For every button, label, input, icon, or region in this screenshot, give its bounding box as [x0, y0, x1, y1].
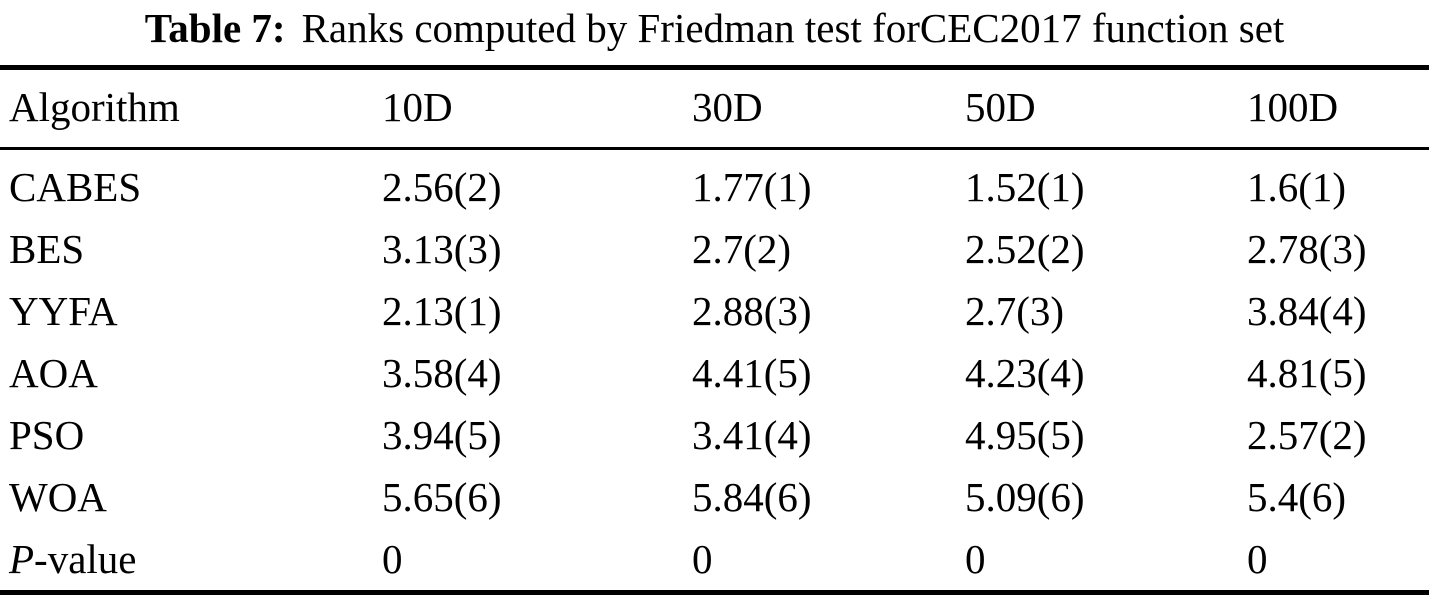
algorithm-cell: PSO — [9, 412, 85, 459]
table-caption-text: Ranks computed by Friedman test forCEC20… — [301, 5, 1285, 51]
rank-cell: 3.94(5) — [382, 412, 502, 459]
rank-cell: 1.6(1) — [1247, 164, 1347, 211]
rank-cell: 2.7(3) — [965, 288, 1065, 335]
rank-cell: 3.41(4) — [692, 412, 812, 459]
rank-cell: 4.95(5) — [965, 412, 1085, 459]
column-header-30d: 30D — [692, 67, 965, 151]
table-caption-label: Table 7: — [144, 5, 286, 51]
pvalue-cell: 0 — [382, 536, 403, 583]
algorithm-cell: WOA — [9, 474, 107, 521]
table-row-woa: WOA 5.65(6) 5.84(6) 5.09(6) 5.4(6) — [0, 466, 1429, 528]
rank-cell: 5.84(6) — [692, 474, 812, 521]
rank-cell: 1.52(1) — [965, 164, 1085, 211]
column-header-50d: 50D — [965, 67, 1247, 151]
table-row-aoa: AOA 3.58(4) 4.41(5) 4.23(4) 4.81(5) — [0, 342, 1429, 404]
rank-cell: 5.09(6) — [965, 474, 1085, 521]
rank-cell: 1.77(1) — [692, 164, 812, 211]
rank-cell: 4.41(5) — [692, 350, 812, 397]
pvalue-cell: 0 — [1247, 536, 1268, 583]
pvalue-label-italic: P — [9, 536, 35, 583]
rank-cell: 2.52(2) — [965, 226, 1085, 273]
column-header-algorithm: Algorithm — [0, 67, 382, 151]
algorithm-cell: YYFA — [9, 288, 118, 335]
rank-cell: 2.88(3) — [692, 288, 812, 335]
rank-cell: 4.81(5) — [1247, 350, 1367, 397]
rank-cell: 2.57(2) — [1247, 412, 1367, 459]
table-header: Algorithm 10D 30D 50D 100D — [0, 67, 1429, 151]
rank-cell: 4.23(4) — [965, 350, 1085, 397]
rank-cell: 3.13(3) — [382, 226, 502, 273]
table-body: CABES 2.56(2) 1.77(1) 1.52(1) 1.6(1) BES… — [0, 149, 1429, 593]
table-row-pso: PSO 3.94(5) 3.41(4) 4.95(5) 2.57(2) — [0, 404, 1429, 466]
table-caption: Table 7: Ranks computed by Friedman test … — [0, 5, 1429, 52]
table-row-cabes: CABES 2.56(2) 1.77(1) 1.52(1) 1.6(1) — [0, 149, 1429, 219]
pvalue-cell: 0 — [965, 536, 986, 583]
rank-cell: 2.78(3) — [1247, 226, 1367, 273]
rank-cell: 2.13(1) — [382, 288, 502, 335]
table-row-yyfa: YYFA 2.13(1) 2.88(3) 2.7(3) 3.84(4) — [0, 280, 1429, 342]
rank-cell: 2.7(2) — [692, 226, 792, 273]
rank-cell: 5.65(6) — [382, 474, 502, 521]
table-row-bes: BES 3.13(3) 2.7(2) 2.52(2) 2.78(3) — [0, 218, 1429, 280]
algorithm-cell: BES — [9, 226, 85, 273]
rank-cell: 3.58(4) — [382, 350, 502, 397]
algorithm-cell: CABES — [9, 164, 142, 211]
algorithm-cell: AOA — [9, 350, 98, 397]
pvalue-label-cell: P-value — [0, 528, 382, 593]
pvalue-label-rest: -value — [34, 536, 137, 583]
pvalue-cell: 0 — [692, 536, 713, 583]
table-row-pvalue: P-value 0 0 0 0 — [0, 528, 1429, 593]
rank-cell: 2.56(2) — [382, 164, 502, 211]
rank-cell: 3.84(4) — [1247, 288, 1367, 335]
column-header-10d: 10D — [382, 67, 692, 151]
rank-cell: 5.4(6) — [1247, 474, 1347, 521]
friedman-ranks-table: Algorithm 10D 30D 50D 100D CABES 2.56(2)… — [0, 65, 1429, 596]
table-header-row: Algorithm 10D 30D 50D 100D — [0, 67, 1429, 151]
column-header-100d: 100D — [1247, 67, 1429, 151]
